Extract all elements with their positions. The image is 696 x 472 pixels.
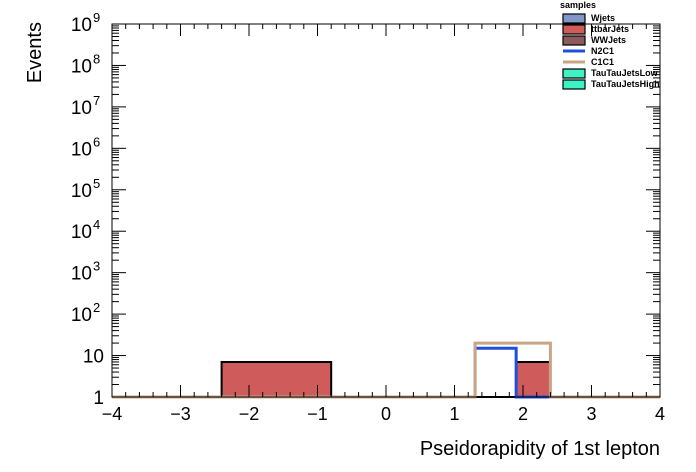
y-tick-exponent: 4 xyxy=(93,217,100,232)
bars-layer xyxy=(221,361,551,397)
y-tick-exponent: 9 xyxy=(93,10,100,25)
legend-title: samples xyxy=(560,0,596,10)
y-tick-exponent: 6 xyxy=(93,134,100,149)
legend-label-tautaujetslow: TauTauJetsLow xyxy=(591,68,659,78)
x-axis: −4 −3 −2 −1 0 1 2 3 4 xyxy=(102,24,665,424)
x-tick-label: 0 xyxy=(381,404,391,424)
y-tick-exponent: 7 xyxy=(93,93,100,108)
legend-label-ttbarjets: ttbarJets xyxy=(591,24,629,34)
legend-label-wjets: Wjets xyxy=(591,13,615,23)
y-tick-exponent: 5 xyxy=(93,176,100,191)
y-tick-label: 10 xyxy=(71,181,92,202)
legend-label-c1c1: C1C1 xyxy=(591,57,614,67)
y-tick-label: 10 xyxy=(71,305,92,326)
bar-ttbarjets xyxy=(516,361,551,397)
legend-label-tautaujetshigh: TauTauJetsHigh xyxy=(591,79,660,89)
y-tick-label: 10 xyxy=(71,264,92,285)
y-tick-exponent: 8 xyxy=(93,51,100,66)
y-tick-label: 1 xyxy=(93,388,104,409)
x-tick-label: −1 xyxy=(307,404,328,424)
legend-label-n2c1: N2C1 xyxy=(591,46,614,56)
y-tick-label: 10 xyxy=(71,222,92,243)
legend-swatch-wjets xyxy=(562,13,586,24)
legend-swatch-tautaujetshigh xyxy=(562,79,586,90)
x-tick-label: 2 xyxy=(518,404,528,424)
x-axis-label: Pseidorapidity of 1st lepton xyxy=(420,438,660,460)
y-tick-label: 10 xyxy=(71,98,92,119)
legend-label-wwjets: WWJets xyxy=(591,35,626,45)
legend: samples WjetsttbarJetsWWJetsN2C1C1C1TauT… xyxy=(560,0,660,90)
x-tick-label: 3 xyxy=(586,404,596,424)
y-axis-label: Events xyxy=(24,22,46,83)
x-tick-label: −3 xyxy=(170,404,191,424)
x-tick-label: −4 xyxy=(102,404,123,424)
x-tick-label: 4 xyxy=(655,404,665,424)
y-tick-label: 10 xyxy=(71,139,92,160)
total-outline-bin xyxy=(220,360,333,397)
legend-swatch-wwjets xyxy=(562,35,586,46)
x-tick-label: 1 xyxy=(449,404,459,424)
y-tick-label: 10 xyxy=(83,347,104,368)
y-tick-label: 10 xyxy=(71,15,92,36)
y-tick-label: 10 xyxy=(71,56,92,77)
legend-swatch-tautaujetslow xyxy=(562,68,586,79)
bar-ttbarjets xyxy=(221,361,332,397)
y-tick-exponent: 3 xyxy=(93,259,100,274)
x-tick-label: −2 xyxy=(239,404,260,424)
y-tick-exponent: 2 xyxy=(93,300,100,315)
legend-swatch-ttbarjets xyxy=(562,24,586,35)
